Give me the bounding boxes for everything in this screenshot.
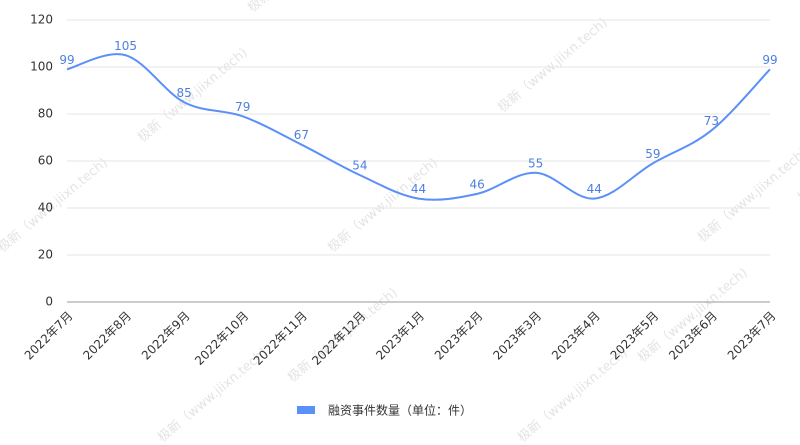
data-label: 99 <box>59 53 74 67</box>
y-tick-label: 40 <box>38 201 53 215</box>
x-tick-label: 2023年2月 <box>432 309 486 363</box>
x-tick-label: 2023年4月 <box>549 309 603 363</box>
y-tick-label: 0 <box>45 295 53 309</box>
data-label: 73 <box>704 114 719 128</box>
y-tick-label: 100 <box>30 60 53 74</box>
data-label: 59 <box>645 147 660 161</box>
data-label: 67 <box>294 128 309 142</box>
data-label: 44 <box>411 182 426 196</box>
watermark: 极新（www.jiixn.tech) <box>245 0 361 16</box>
data-label: 105 <box>114 39 137 53</box>
y-tick-label: 120 <box>30 13 53 27</box>
watermark: 极新（www.jiixn.tech) <box>495 15 611 116</box>
x-tick-label: 2023年3月 <box>490 309 544 363</box>
data-label: 79 <box>235 100 250 114</box>
x-tick-label: 2023年1月 <box>373 309 427 363</box>
line <box>66 53 771 201</box>
data-label: 54 <box>352 159 367 173</box>
x-tick-label: 2022年7月 <box>22 309 76 363</box>
x-tick-label: 2022年10月 <box>192 309 251 368</box>
x-tick-label: 2022年9月 <box>139 309 193 363</box>
watermark: 极新（www.jiixn.tech) <box>695 145 800 246</box>
watermark: 极新（www.jiixn.tech) <box>135 45 251 146</box>
x-tick-label: 2022年8月 <box>80 309 134 363</box>
y-tick-label: 80 <box>38 107 53 121</box>
data-label: 55 <box>528 156 543 170</box>
data-label: 44 <box>587 182 602 196</box>
data-label: 99 <box>762 53 777 67</box>
legend-swatch <box>297 406 315 414</box>
y-tick-label: 60 <box>38 154 53 168</box>
y-tick-label: 20 <box>38 248 53 262</box>
x-tick-label: 2023年7月 <box>725 309 779 363</box>
legend-label: 融资事件数量（单位：件） <box>328 403 472 418</box>
x-tick-label: 2022年11月 <box>251 309 310 368</box>
watermark: 极新（www.jiixn.tech) <box>0 155 111 256</box>
x-tick-label: 2022年12月 <box>309 309 368 368</box>
watermark: 极新（www.jiixn.tech) <box>325 155 441 256</box>
data-label: 46 <box>469 177 484 191</box>
data-label: 85 <box>177 86 192 100</box>
